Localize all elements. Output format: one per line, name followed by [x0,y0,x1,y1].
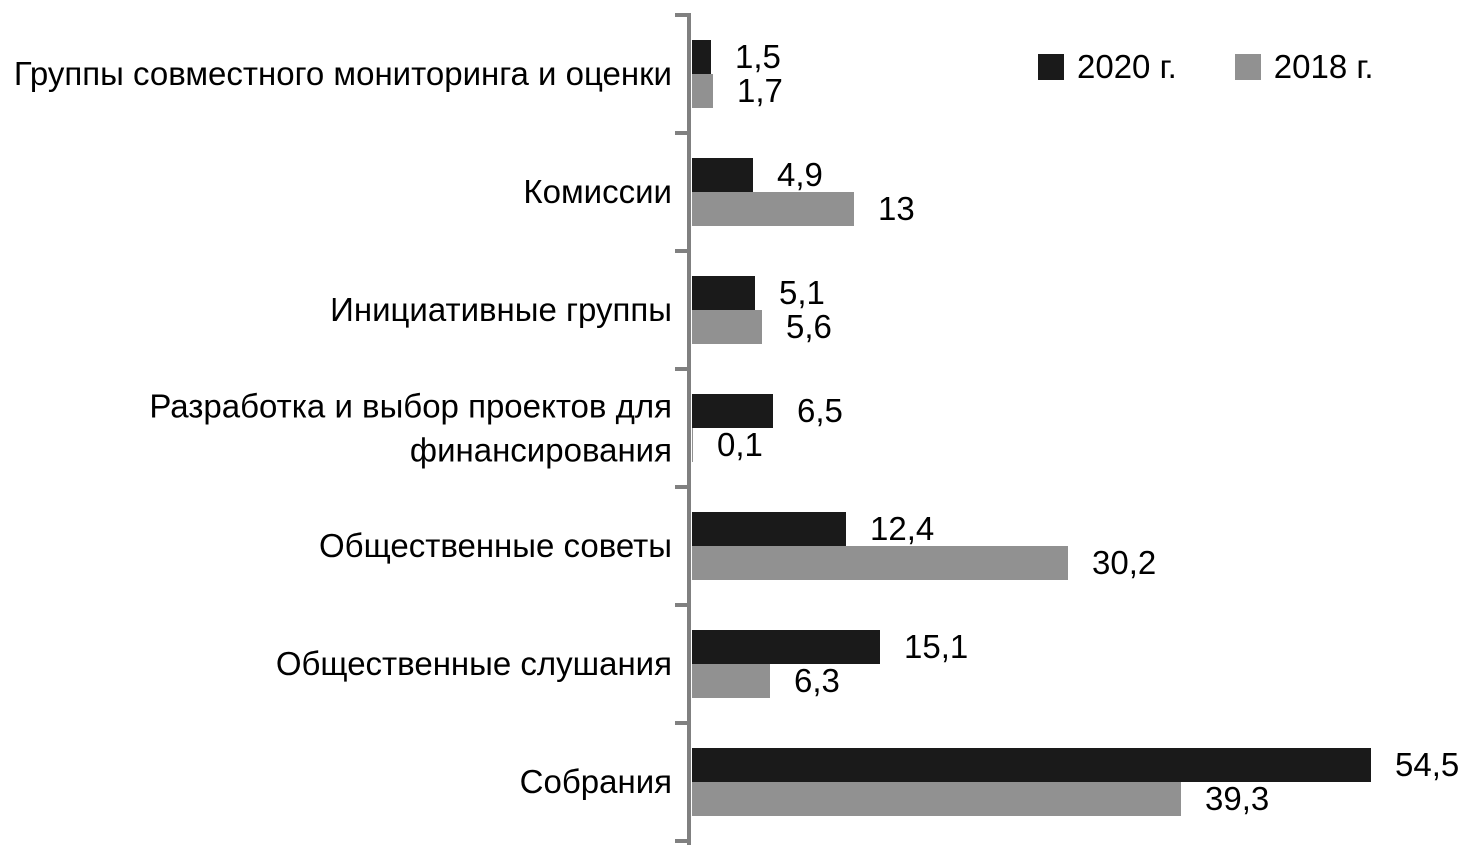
legend-item-2018: 2018 г. [1234,48,1374,85]
axis-tick [675,13,690,17]
category-label: Разработка и выбор проектов для финансир… [149,387,672,468]
bar-2018 [692,664,770,698]
value-label: 12,4 [870,510,935,547]
legend-label-2018: 2018 г. [1273,48,1374,85]
value-label: 5,6 [786,308,832,345]
legend-label-2020: 2020 г. [1077,48,1177,85]
value-label: 1,7 [737,72,783,109]
bar-2018 [692,310,762,344]
bar-2020 [692,630,880,664]
axis-tick [675,485,690,489]
axis-tick [675,603,690,607]
category-label: Инициативные группы [330,291,672,329]
category-label: Общественные советы [319,527,672,565]
category-label: Собрания [519,763,672,801]
category-label: Общественные слушания [275,645,672,683]
axis-tick [675,367,690,371]
value-label: 4,9 [777,156,823,193]
axis-tick [675,131,690,135]
category-label: Группы совместного мониторинга и оценки [13,55,672,93]
value-label: 54,5 [1395,746,1460,783]
value-label: 39,3 [1205,780,1270,817]
value-label: 15,1 [904,628,969,665]
value-label: 30,2 [1092,544,1157,581]
bar-2018 [692,192,854,226]
value-label: 6,5 [797,392,843,429]
value-label: 6,3 [794,662,840,699]
value-label: 5,1 [779,274,825,311]
bar-2020 [692,40,711,74]
value-label: 13 [878,190,915,227]
bar-2020 [692,748,1371,782]
legend-swatch-2018 [1234,53,1261,80]
bar-2018 [692,428,693,462]
value-label: 1,5 [735,38,781,75]
axis-tick [675,249,690,253]
legend: 2020 г. 2018 г. [1038,50,1374,83]
bar-2018 [692,782,1181,816]
legend-swatch-2020 [1038,53,1064,80]
bar-2020 [692,276,755,310]
bar-2018 [692,546,1068,580]
bar-2020 [692,512,846,546]
value-label: 0,1 [717,426,763,463]
legend-item-2020: 2020 г. [1038,50,1177,83]
axis-tick [675,839,690,843]
axis-tick [675,721,690,725]
bar-2020 [692,394,773,428]
bar-2018 [692,74,713,108]
y-axis-line [687,13,691,845]
bar-2020 [692,158,753,192]
category-label: Комиссии [523,173,672,211]
